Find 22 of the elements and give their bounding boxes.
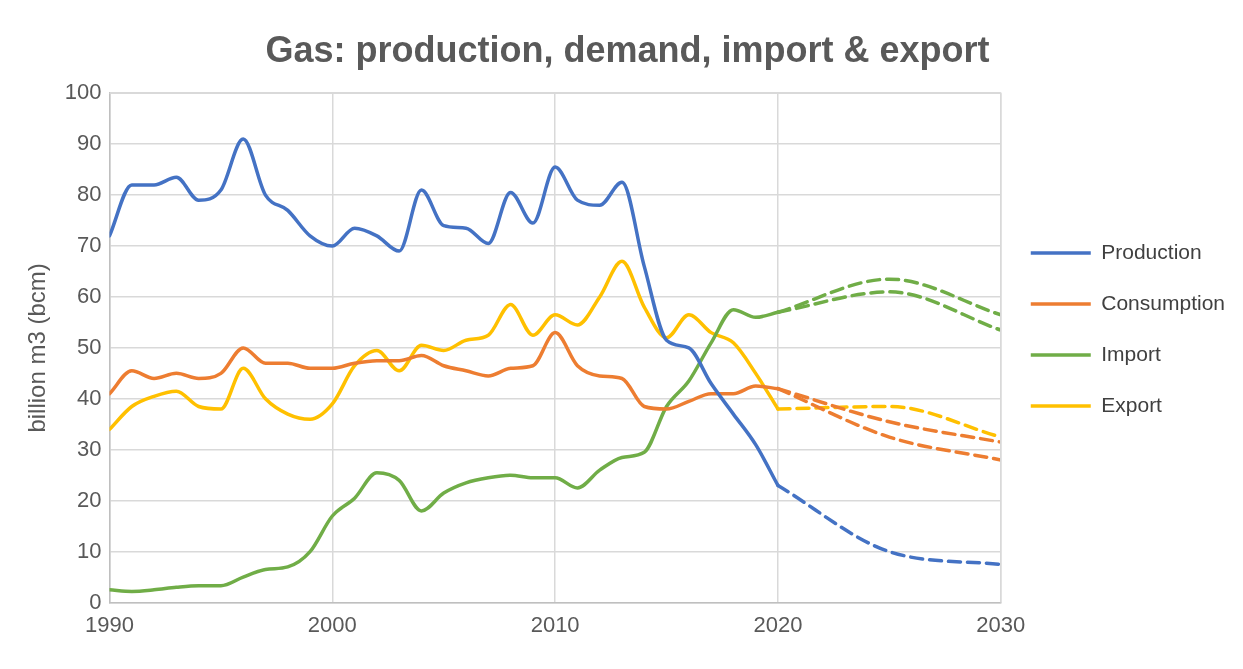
y-tick-label: 50 [77,333,102,359]
y-axis-title: billion m3 (bcm) [23,263,51,433]
y-tick-label: 20 [77,486,102,512]
y-tick-label: 70 [77,232,102,258]
y-tick-label: 40 [77,384,102,410]
y-tick-label: 0 [89,588,102,614]
y-tick-label: 100 [64,79,102,105]
y-tick-label: 90 [77,130,102,156]
x-tick-label: 2030 [976,611,1026,637]
y-tick-label: 10 [77,537,102,563]
x-tick-label: 2010 [530,611,580,637]
y-tick-label: 30 [77,435,102,461]
x-tick-label: 2020 [753,611,803,637]
y-tick-label: 80 [77,181,102,207]
legend-label: Export [1101,392,1163,416]
chart-title: Gas: production, demand, import & export [265,28,990,70]
y-tick-label: 60 [77,283,102,309]
x-tick-label: 2000 [307,611,357,637]
legend-label: Consumption [1101,290,1225,314]
x-tick-label: 1990 [85,611,134,637]
legend-label: Production [1101,239,1202,263]
legend-label: Import [1101,341,1161,365]
